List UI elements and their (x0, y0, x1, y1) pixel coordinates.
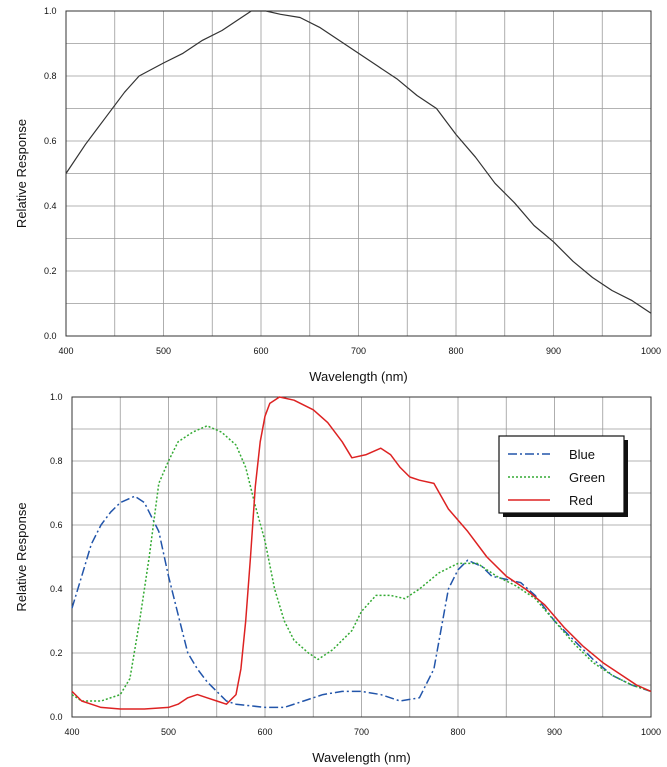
y-tick-label: 0.8 (50, 456, 63, 466)
legend-label-red: Red (569, 493, 593, 508)
x-tick-label: 400 (64, 727, 79, 737)
x-tick-label: 500 (161, 727, 176, 737)
top-series-layer (65, 10, 652, 314)
y-tick-label: 0.0 (44, 331, 57, 341)
x-tick-label: 900 (546, 346, 561, 356)
legend-box (498, 435, 625, 514)
series-line-blue (71, 495, 652, 709)
top-tick-labels: 400 500 600 700 800 900 1000 0.0 0.2 0.4 0.6 0.8 1.0 (44, 6, 661, 356)
bottom-plot-frame (71, 396, 652, 718)
series-line-green (71, 425, 652, 702)
y-tick-label: 0.4 (44, 201, 57, 211)
top-x-axis-label: Wavelength (nm) (309, 369, 408, 384)
x-tick-label: 1000 (641, 727, 661, 737)
y-tick-label: 0.8 (44, 71, 57, 81)
x-tick-label: 600 (257, 727, 272, 737)
bottom-x-axis-label: Wavelength (nm) (312, 750, 411, 765)
legend-label-green: Green (569, 470, 605, 485)
x-tick-label: 800 (448, 346, 463, 356)
bottom-series-layer (71, 396, 652, 710)
series-line-red (71, 396, 652, 710)
x-tick-label: 800 (450, 727, 465, 737)
top-y-axis-label: Relative Response (14, 119, 29, 228)
rgb-response-chart: 400 500 600 700 800 900 1000 0.0 0.2 0.4 0.6 0.8 1.0… (14, 392, 661, 765)
x-tick-label: 400 (58, 346, 73, 356)
y-tick-label: 0.4 (50, 584, 63, 594)
legend-label-blue: Blue (569, 447, 595, 462)
bottom-y-axis-label: Relative Response (14, 502, 29, 611)
y-tick-label: 0.0 (50, 712, 63, 722)
x-tick-label: 500 (156, 346, 171, 356)
y-tick-label: 0.6 (44, 136, 57, 146)
x-tick-label: 600 (253, 346, 268, 356)
y-tick-label: 1.0 (50, 392, 63, 402)
y-tick-label: 1.0 (44, 6, 57, 16)
series-line-response (65, 10, 652, 314)
bottom-tick-labels: 400 500 600 700 800 900 1000 0.0 0.2 0.4 0.6 0.8 1.0 (50, 392, 661, 737)
y-tick-label: 0.2 (44, 266, 57, 276)
x-tick-label: 900 (547, 727, 562, 737)
y-tick-label: 0.6 (50, 520, 63, 530)
top-grid (65, 10, 652, 337)
y-tick-label: 0.2 (50, 648, 63, 658)
overall-response-chart: 400 500 600 700 800 900 1000 0.0 0.2 0.4 0.6 0.8 1.0… (14, 6, 661, 384)
x-tick-label: 700 (351, 346, 366, 356)
legend: Blue Green Red (498, 435, 628, 517)
x-tick-label: 1000 (641, 346, 661, 356)
x-tick-label: 700 (354, 727, 369, 737)
